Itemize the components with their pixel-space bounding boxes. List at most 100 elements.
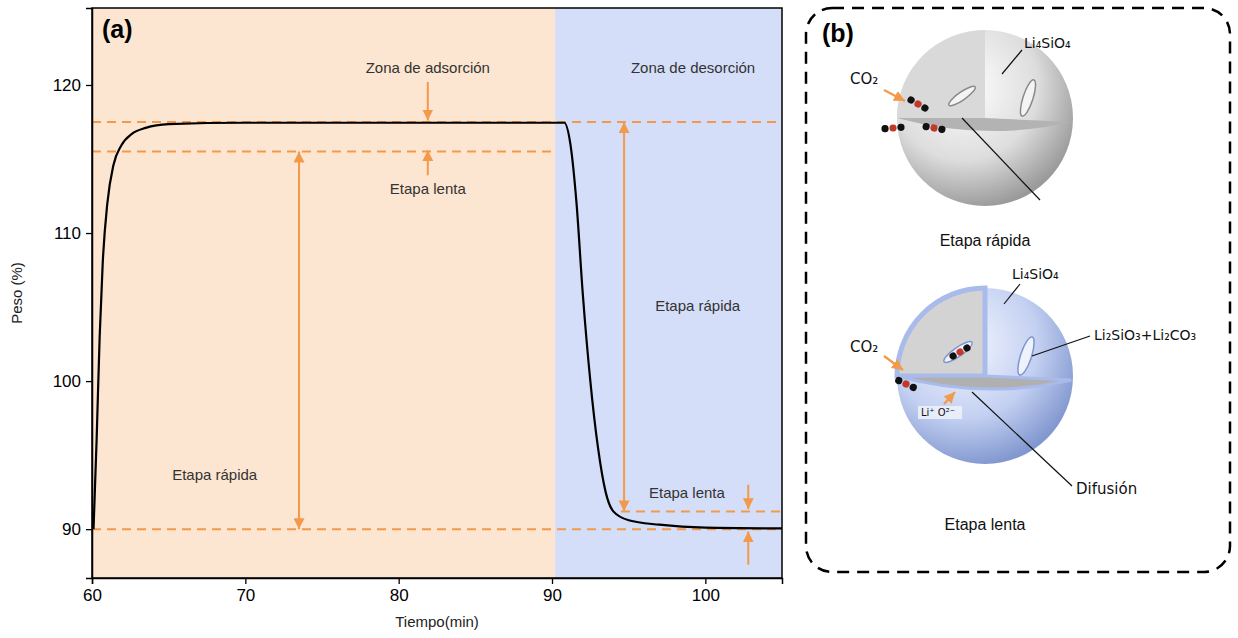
diagram-label: Difusión — [1076, 480, 1137, 498]
annotation: Zona de adsorción — [366, 59, 490, 76]
reference-line — [621, 510, 782, 512]
pore — [941, 339, 974, 366]
atom — [908, 383, 918, 393]
y-tick-label: 110 — [54, 224, 81, 243]
x-tick: 90 — [543, 578, 562, 605]
leader-line — [1004, 284, 1020, 304]
gas-arrow — [884, 356, 903, 370]
panel-label: (b) — [822, 19, 854, 47]
figure: 60 70 80 90 100 90 100 110 120 Tiempo(min) Peso (%… — [0, 0, 1238, 638]
y-axis: 90 100 110 120 — [53, 9, 93, 579]
leader-line — [972, 392, 1072, 486]
annotation: Etapa lenta — [649, 484, 726, 501]
panel-b-frame — [806, 8, 1230, 572]
diagram-label: CO₂ — [850, 338, 878, 356]
cut-plane — [897, 376, 1071, 389]
co2-molecule — [948, 343, 972, 361]
arrow — [747, 485, 749, 509]
gas-arrow — [884, 90, 905, 101]
atom — [922, 122, 930, 130]
cutaway — [897, 288, 985, 376]
sphere — [897, 30, 1073, 206]
arrow — [747, 531, 749, 564]
y-tick: 120 — [53, 76, 92, 95]
plot-frame — [92, 8, 782, 578]
data-line — [94, 123, 782, 529]
x-tick-label: 90 — [543, 586, 562, 605]
reference-line — [92, 151, 555, 153]
label-patch — [918, 406, 962, 419]
y-tick: 90 — [62, 520, 92, 539]
y-tick: 100 — [53, 372, 92, 391]
annotation: Zona de desorción — [631, 59, 755, 76]
atom — [894, 376, 904, 386]
leader-line — [1032, 336, 1090, 356]
atom — [889, 124, 897, 132]
y-tick-label: 90 — [62, 520, 81, 539]
atom — [930, 124, 938, 132]
x-axis-line — [93, 579, 783, 585]
x-tick-label: 60 — [83, 586, 102, 605]
arrow — [427, 82, 429, 120]
sphere-body — [897, 288, 1073, 464]
co2-molecule — [894, 376, 918, 392]
y-tick-mark — [86, 233, 92, 234]
span-arrow — [623, 122, 625, 511]
diagram-label: Li⁺ O²⁻ — [921, 407, 955, 418]
diagram-label: Li₄SiO₄ — [1012, 266, 1059, 282]
arrow — [427, 150, 429, 175]
atom — [920, 103, 930, 113]
x-tick: 70 — [236, 578, 255, 605]
diagram-label: Etapa rápida — [940, 232, 1031, 249]
y-axis-line — [86, 9, 93, 579]
x-tick-mark — [245, 578, 246, 584]
plot-area — [92, 8, 782, 578]
co2-molecule — [922, 122, 946, 133]
x-axis: 60 70 80 90 100 — [83, 578, 782, 605]
y-tick-mark — [86, 85, 92, 86]
diagram-label: Li₄SiO₄ — [1024, 35, 1071, 51]
x-tick-label: 100 — [692, 586, 720, 605]
canvas: 60 70 80 90 100 90 100 110 120 Tiempo(min) Peso (%… — [0, 0, 1238, 638]
atom — [881, 125, 889, 133]
annotation: Etapa rápida — [172, 466, 258, 483]
x-tick: 60 — [83, 578, 102, 605]
pore — [1017, 78, 1038, 117]
x-axis-title: Tiempo(min) — [395, 613, 479, 630]
x-tick-mark — [705, 578, 706, 584]
atom — [962, 343, 972, 353]
cutaway — [897, 30, 985, 118]
zone — [555, 8, 782, 578]
zone — [92, 8, 555, 578]
diagram-label: Etapa lenta — [945, 516, 1026, 533]
pore — [947, 84, 978, 109]
x-tick-mark — [552, 578, 553, 584]
annotation: Etapa rápida — [655, 297, 741, 314]
diagram-label: Li₂SiO₃+Li₂CO₃ — [1094, 327, 1196, 343]
y-tick-label: 100 — [53, 372, 81, 391]
annotation: Etapa lenta — [390, 180, 467, 197]
leader-line — [1002, 50, 1022, 74]
x-tick-label: 80 — [390, 586, 409, 605]
atom — [897, 123, 905, 131]
x-tick-label: 70 — [236, 586, 255, 605]
x-tick: 100 — [692, 578, 720, 605]
sphere-body — [897, 30, 1073, 206]
atom — [938, 125, 946, 133]
span-arrow — [298, 152, 300, 530]
atom — [901, 379, 911, 389]
reference-line — [92, 528, 782, 530]
y-tick-mark — [86, 381, 92, 382]
y-tick-mark — [86, 529, 92, 530]
co2-molecule — [881, 123, 905, 132]
co2-molecule — [906, 95, 930, 113]
diagram-label: CO₂ — [850, 70, 878, 88]
leader-line — [962, 118, 1040, 200]
y-tick-label: 120 — [53, 76, 81, 95]
gas-arrow — [944, 392, 955, 404]
x-tick: 80 — [390, 578, 409, 605]
x-tick-mark — [399, 578, 400, 584]
sphere — [897, 288, 1073, 464]
y-axis-title: Peso (%) — [8, 262, 25, 324]
panel-label: (a) — [102, 15, 133, 43]
